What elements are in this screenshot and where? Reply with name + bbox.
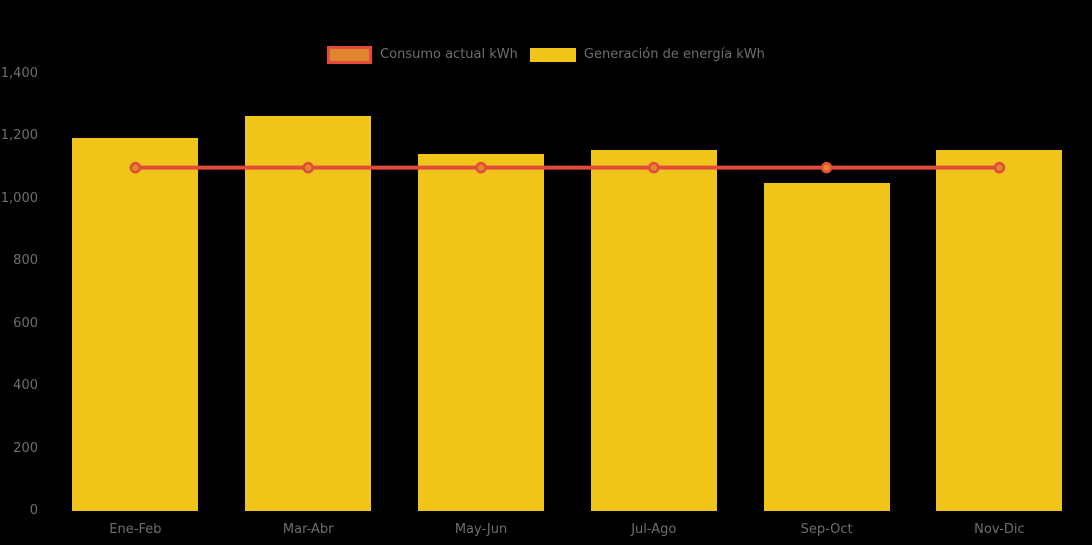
y-tick-label: 600 xyxy=(13,315,38,331)
y-tick-label: 800 xyxy=(13,253,38,269)
y-tick-label: 200 xyxy=(13,440,38,456)
y-tick-label: 1,400 xyxy=(0,66,38,81)
legend-item-consumo[interactable]: Consumo actual kWh xyxy=(327,46,518,64)
x-category-label: Nov-Dic xyxy=(974,522,1025,537)
generation-bar[interactable] xyxy=(763,183,890,511)
y-tick-label: 400 xyxy=(13,378,38,394)
generation-bar[interactable] xyxy=(72,137,199,511)
y-tick-label: 0 xyxy=(29,503,38,518)
x-category-label: Jul-Ago xyxy=(631,522,677,537)
generation-bar[interactable] xyxy=(245,116,372,511)
y-tick-label: 1,200 xyxy=(0,128,38,144)
chart-legend: Consumo actual kWh Generación de energía… xyxy=(0,46,1092,64)
x-category-label: May-Jun xyxy=(454,522,508,537)
legend-label-generacion: Generación de energía kWh xyxy=(583,47,765,62)
consumption-marker[interactable] xyxy=(820,161,833,174)
bar-series-swatch-icon xyxy=(529,48,576,62)
line-series-swatch-icon xyxy=(327,46,373,64)
generation-bar[interactable] xyxy=(936,150,1063,511)
legend-label-consumo: Consumo actual kWh xyxy=(380,47,518,62)
legend-item-generacion[interactable]: Generación de energía kWh xyxy=(529,46,765,64)
x-category-label: Ene-Feb xyxy=(109,522,162,537)
generation-bar[interactable] xyxy=(418,153,544,511)
x-category-label: Sep-Oct xyxy=(800,522,853,537)
generation-bar[interactable] xyxy=(590,150,717,511)
x-category-label: Mar-Abr xyxy=(282,522,334,537)
y-tick-label: 1,000 xyxy=(0,190,38,206)
